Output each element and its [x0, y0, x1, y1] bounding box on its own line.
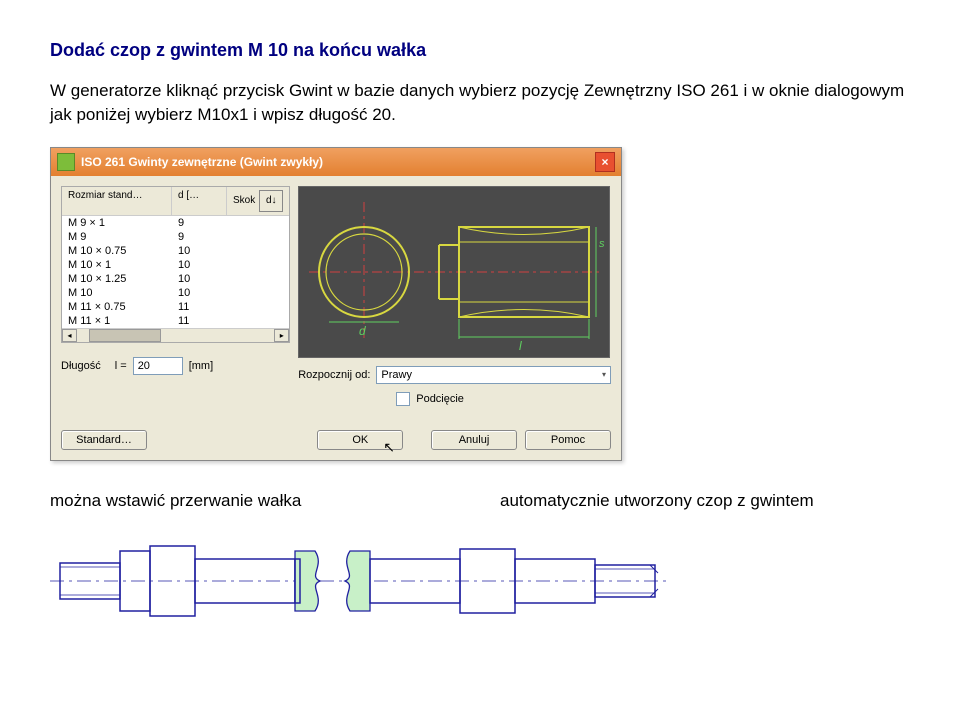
dialog-icon	[57, 153, 75, 171]
scroll-right-icon[interactable]: ▸	[274, 329, 289, 342]
col-d: d […	[172, 187, 227, 215]
scroll-thumb[interactable]	[89, 329, 161, 342]
col-rozmiar: Rozmiar stand…	[62, 187, 172, 215]
podciecie-label: Podcięcie	[416, 393, 464, 405]
dlugosc-input[interactable]	[133, 357, 183, 375]
svg-text:s: s	[599, 238, 605, 250]
horizontal-scrollbar[interactable]: ◂ ▸	[62, 328, 289, 342]
rozpocznij-label: Rozpocznij od:	[298, 369, 370, 381]
chevron-down-icon: ▾	[602, 370, 606, 379]
pomoc-button[interactable]: Pomoc	[525, 430, 611, 450]
shaft-drawing	[50, 521, 910, 646]
dlugosc-label: Długość	[61, 360, 101, 372]
table-row[interactable]: M 10 × 0.7510	[62, 244, 289, 258]
scroll-left-icon[interactable]: ◂	[62, 329, 77, 342]
anuluj-button[interactable]: Anuluj	[431, 430, 517, 450]
col-skok: Skok d↓	[227, 187, 289, 215]
table-row[interactable]: M 9 × 19	[62, 216, 289, 230]
shaft-result-caption: automatycznie utworzony czop z gwintem	[500, 491, 910, 511]
dialog-title: ISO 261 Gwinty zewnętrzne (Gwint zwykły)	[81, 155, 595, 169]
dlugosc-symbol: l =	[115, 360, 127, 372]
table-row[interactable]: M 11 × 0.7511	[62, 300, 289, 314]
svg-text:l: l	[519, 339, 522, 353]
thread-preview: d l s	[298, 186, 610, 358]
page-heading: Dodać czop z gwintem M 10 na końcu wałka	[50, 40, 910, 61]
podciecie-checkbox[interactable]	[396, 392, 410, 406]
cursor-icon: ↖	[383, 439, 395, 456]
table-row[interactable]: M 10 × 1.2510	[62, 272, 289, 286]
table-row[interactable]: M 1010	[62, 286, 289, 300]
table-row[interactable]: M 11 × 111	[62, 314, 289, 328]
instruction-text: W generatorze kliknąć przycisk Gwint w b…	[50, 79, 910, 127]
thread-dialog: ISO 261 Gwinty zewnętrzne (Gwint zwykły)…	[50, 147, 622, 461]
svg-text:d: d	[359, 324, 366, 338]
table-row[interactable]: M 10 × 110	[62, 258, 289, 272]
close-icon[interactable]: ×	[595, 152, 615, 172]
table-row[interactable]: M 99	[62, 230, 289, 244]
sort-button[interactable]: d↓	[259, 190, 283, 212]
rozpocznij-select[interactable]: Prawy ▾	[376, 366, 611, 384]
dlugosc-unit: [mm]	[189, 360, 213, 372]
thread-size-table[interactable]: Rozmiar stand… d [… Skok d↓ M 9 × 19M 99…	[61, 186, 290, 343]
shaft-break-caption: można wstawić przerwanie wałka	[50, 491, 460, 511]
titlebar: ISO 261 Gwinty zewnętrzne (Gwint zwykły)…	[51, 148, 621, 176]
standard-button[interactable]: Standard…	[61, 430, 147, 450]
table-header: Rozmiar stand… d [… Skok d↓	[62, 187, 289, 216]
